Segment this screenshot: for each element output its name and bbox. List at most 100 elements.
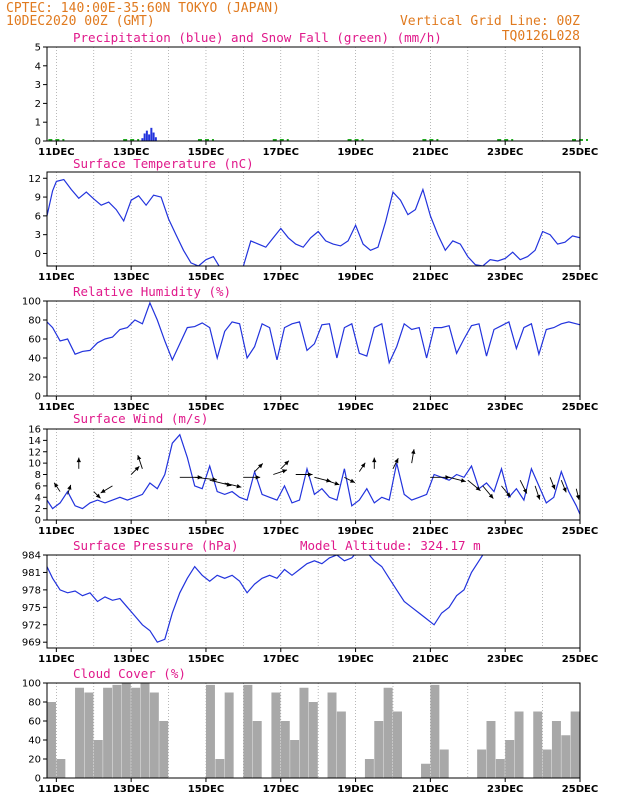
cloud-bar xyxy=(252,721,262,778)
temperature-line xyxy=(47,178,580,266)
cloud-bar xyxy=(383,687,393,778)
precip-xtick-label: 25DEC xyxy=(562,147,598,158)
pressure-xtick-label: 13DEC xyxy=(113,654,149,665)
wind-arrow-head xyxy=(372,457,377,463)
wind-arrow-head xyxy=(536,494,541,500)
cloud-bar xyxy=(149,692,159,778)
wind-arrow-head xyxy=(255,475,261,480)
wind-arrow-head xyxy=(308,472,313,477)
temperature-xtick-label: 17DEC xyxy=(263,272,299,283)
wind-arrow-head xyxy=(460,478,466,483)
precip-bar xyxy=(150,127,153,141)
humidity-xtick-label: 11DEC xyxy=(38,402,74,413)
wind-xtick-label: 23DEC xyxy=(487,526,523,537)
cloud-ytick-label: 80 xyxy=(28,698,41,709)
cloud-bar xyxy=(495,759,505,778)
temperature-xtick-label: 11DEC xyxy=(38,272,74,283)
cloud-bar xyxy=(75,687,85,778)
cloud-ytick-label: 100 xyxy=(22,679,41,690)
precip-xtick-label: 15DEC xyxy=(188,147,224,158)
wind-arrow-head xyxy=(54,482,59,488)
temperature-ytick-label: 6 xyxy=(35,211,41,222)
wind-xtick-label: 21DEC xyxy=(412,526,448,537)
cloud-ytick-label: 60 xyxy=(28,717,41,728)
wind-ytick-label: 10 xyxy=(28,459,41,470)
temperature-xtick-label: 21DEC xyxy=(412,272,448,283)
humidity-xtick-label: 13DEC xyxy=(113,402,149,413)
temperature-ytick-label: 3 xyxy=(35,230,41,241)
wind-xtick-label: 13DEC xyxy=(113,526,149,537)
wind-arrow-head xyxy=(506,492,511,498)
wind-arrow-head xyxy=(134,466,140,472)
wind-ytick-label: 8 xyxy=(35,470,41,481)
cloud-bar xyxy=(505,740,515,778)
humidity-line xyxy=(47,301,580,365)
wind-line xyxy=(47,433,580,515)
humidity-ytick-label: 20 xyxy=(28,373,41,384)
precip-ytick-label: 0 xyxy=(35,137,41,148)
cloud-bar xyxy=(290,740,300,778)
cloud-bar xyxy=(140,683,150,778)
wind-arrow-head xyxy=(551,484,556,490)
pressure-line xyxy=(47,555,484,643)
humidity-frame xyxy=(46,300,581,397)
precip-panel: Precipitation (blue) and Snow Fall (gree… xyxy=(35,30,599,158)
wind-ytick-label: 2 xyxy=(35,504,41,515)
temperature-xtick-label: 25DEC xyxy=(562,272,598,283)
temperature-panel: Surface Temperature (nC) 0 3 6 9 12 11DEC 13DEC… xyxy=(28,156,598,283)
precip-ytick-label: 2 xyxy=(35,99,41,110)
wind-arrow-head xyxy=(236,483,242,489)
humidity-ytick-label: 80 xyxy=(28,316,41,327)
wind-arrow-head xyxy=(137,455,142,461)
cloud-bar xyxy=(112,684,122,778)
pressure-xtick-label: 17DEC xyxy=(263,654,299,665)
cloud-bar xyxy=(570,711,580,778)
temperature-ytick-label: 9 xyxy=(35,193,41,204)
cloud-bar xyxy=(93,740,103,778)
wind-arrow-head xyxy=(282,469,288,474)
precip-title: Precipitation (blue) and Snow Fall (gree… xyxy=(73,30,442,45)
cloud-title: Cloud Cover (%) xyxy=(73,666,186,681)
wind-ytick-label: 12 xyxy=(28,447,41,458)
humidity-xtick-label: 15DEC xyxy=(188,402,224,413)
cloud-bar xyxy=(271,692,281,778)
pressure-xtick-label: 25DEC xyxy=(562,654,598,665)
precip-ytick-label: 3 xyxy=(35,80,41,91)
precip-bar xyxy=(148,134,151,141)
pressure-ytick-label: 972 xyxy=(22,620,41,631)
cloud-bar xyxy=(215,759,225,778)
pressure-xtick-label: 11DEC xyxy=(38,654,74,665)
cloud-bar xyxy=(514,711,524,778)
humidity-xtick-label: 19DEC xyxy=(337,402,373,413)
pressure-ytick-label: 981 xyxy=(22,568,41,579)
humidity-xtick-label: 23DEC xyxy=(487,402,523,413)
header-location: CPTEC: 140:00E-35:60N TOKYO (JAPAN) xyxy=(6,1,280,16)
humidity-xtick-label: 21DEC xyxy=(412,402,448,413)
wind-xtick-label: 11DEC xyxy=(38,526,74,537)
cloud-bar xyxy=(299,687,309,778)
pressure-frame xyxy=(46,554,581,649)
pressure-xtick-label: 23DEC xyxy=(487,654,523,665)
humidity-xtick-label: 25DEC xyxy=(562,402,598,413)
humidity-title: Relative Humidity (%) xyxy=(73,284,231,299)
cloud-xtick-label: 21DEC xyxy=(412,784,448,795)
cloud-bar xyxy=(47,702,56,778)
cloud-xtick-label: 13DEC xyxy=(113,784,149,795)
precip-bar xyxy=(141,138,144,141)
pressure-xtick-label: 21DEC xyxy=(412,654,448,665)
cloud-ytick-label: 0 xyxy=(35,774,41,785)
humidity-ytick-label: 0 xyxy=(35,392,41,403)
header-code: TQ0126L028 xyxy=(502,29,580,44)
cloud-bar xyxy=(205,684,215,778)
cloud-ytick-label: 20 xyxy=(28,755,41,766)
cloud-panel: Cloud Cover (%) 0 20 40 60 80 100 11DEC 13DEC 15D… xyxy=(22,666,598,795)
wind-arrow-head xyxy=(562,487,567,493)
cloud-bar xyxy=(308,702,318,778)
header-vertical-grid: Vertical Grid Line: 00Z xyxy=(400,14,580,29)
cloud-xtick-label: 23DEC xyxy=(487,784,523,795)
cloud-bar xyxy=(533,711,543,778)
precip-xtick-label: 19DEC xyxy=(337,147,373,158)
temperature-xtick-label: 19DEC xyxy=(337,272,373,283)
precip-xtick-label: 11DEC xyxy=(38,147,74,158)
